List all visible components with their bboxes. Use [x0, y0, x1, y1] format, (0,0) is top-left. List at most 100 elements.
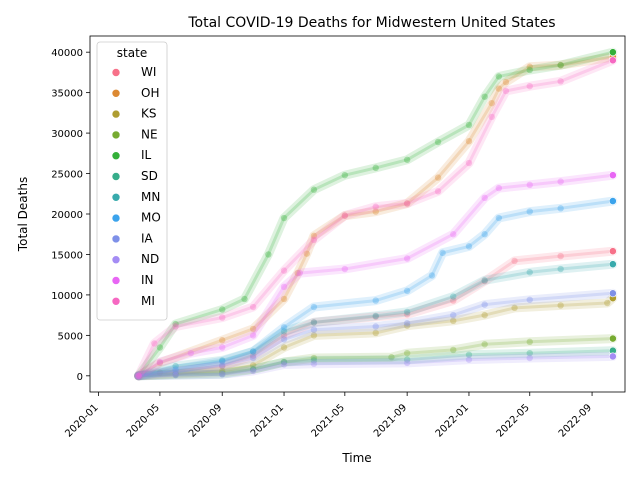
data-point-mn	[608, 260, 617, 269]
series-band-nd	[134, 351, 618, 381]
data-point-mi	[608, 56, 617, 65]
data-point-oh	[341, 212, 349, 219]
y-tick-label: 35000	[51, 89, 83, 100]
data-point-mi	[465, 159, 473, 167]
data-point-ne	[481, 341, 488, 348]
data-point-ks	[403, 322, 411, 329]
data-point-mo	[495, 214, 503, 222]
data-point-il	[372, 164, 379, 172]
data-point-mn	[310, 319, 318, 326]
data-point-ks	[372, 329, 379, 337]
data-point-ne	[219, 369, 226, 376]
data-point-ia	[280, 336, 288, 343]
data-point-mi	[280, 267, 288, 274]
data-point-il	[241, 295, 248, 303]
data-point-mn	[481, 277, 488, 284]
data-point-il	[403, 156, 411, 163]
series-core-ne	[137, 337, 615, 378]
y-tick-label: 10000	[51, 291, 83, 302]
data-point-mi	[172, 323, 179, 330]
legend-label-ia: IA	[141, 231, 154, 245]
legend-marker-in	[111, 276, 121, 285]
data-point-ia	[135, 372, 142, 380]
data-point-ne	[526, 338, 533, 346]
x-axis: 2020-01 2020-05 2020-09 2021-01 2021-05 2021-…	[63, 392, 594, 440]
data-point-in	[280, 283, 288, 291]
data-point-ia	[219, 362, 226, 369]
data-point-in	[495, 184, 503, 192]
data-point-ne	[310, 354, 318, 362]
data-point-mi	[151, 340, 158, 347]
x-tick-label: 2020-05	[125, 402, 162, 439]
legend: state WI OH KS NE IL SD MN MO IA ND IN MI	[96, 41, 168, 321]
data-point-mo	[280, 324, 288, 331]
data-point-mo	[557, 205, 564, 212]
data-point-oh	[310, 232, 318, 240]
plot-area	[89, 35, 626, 393]
legend-label-sd: SD	[141, 169, 158, 183]
data-point-mo	[172, 366, 179, 373]
data-point-ks	[557, 302, 564, 309]
data-point-oh	[156, 359, 164, 367]
data-point-sd	[526, 349, 533, 357]
data-point-ks	[249, 362, 257, 369]
data-point-ia	[172, 368, 179, 375]
data-point-nd	[172, 371, 179, 379]
data-point-mi	[135, 372, 142, 380]
legend-label-wi: WI	[141, 65, 156, 79]
x-tick-label: 2020-01	[63, 402, 100, 439]
y-tick-label: 5000	[58, 331, 83, 342]
data-point-mn	[557, 265, 564, 273]
data-point-il	[219, 306, 226, 313]
y-tick-label: 20000	[51, 210, 83, 221]
series-band-mi	[134, 55, 618, 381]
data-point-wi	[511, 257, 518, 265]
data-point-mo	[310, 303, 318, 311]
legend-marker-oh	[111, 89, 121, 98]
data-point-in	[526, 181, 533, 189]
data-point-mo	[439, 249, 446, 257]
series-band-oh	[134, 52, 618, 381]
y-tick-label: 40000	[51, 48, 83, 59]
smear-layer	[134, 47, 618, 381]
data-point-ks	[511, 304, 518, 312]
legend-marker-ks	[111, 109, 121, 119]
data-point-mo	[481, 231, 488, 238]
data-point-mn	[450, 293, 457, 300]
data-point-ne	[450, 346, 457, 354]
series-core-mo	[137, 199, 615, 378]
data-point-oh	[557, 61, 564, 69]
y-tick-label: 30000	[51, 129, 83, 140]
data-point-mn	[249, 348, 257, 355]
y-tick-label: 25000	[51, 170, 83, 181]
data-point-oh	[249, 325, 257, 333]
data-point-nd	[280, 361, 288, 368]
data-point-in	[403, 255, 411, 262]
data-point-wi	[219, 362, 226, 370]
series-core-ia	[137, 291, 615, 378]
data-point-ne	[249, 366, 257, 373]
data-point-wi	[135, 372, 142, 380]
data-point-ne	[388, 354, 395, 361]
data-point-il	[434, 138, 442, 146]
data-point-mo	[608, 197, 617, 205]
data-point-nd	[608, 352, 617, 361]
x-tick-label: 2022-01	[434, 402, 471, 439]
data-point-ia	[450, 311, 457, 319]
data-point-il	[557, 61, 564, 69]
data-point-mn	[403, 308, 411, 316]
data-point-sd	[280, 358, 288, 366]
data-point-mo	[526, 208, 533, 215]
legend-title: state	[117, 46, 147, 60]
data-point-mo	[372, 297, 379, 304]
data-point-il	[310, 186, 318, 193]
data-point-oh	[434, 174, 442, 181]
data-point-in	[249, 332, 257, 339]
data-point-il	[156, 344, 164, 351]
data-point-ks	[219, 367, 226, 375]
data-point-in	[219, 344, 226, 351]
data-point-il	[172, 320, 179, 328]
series-core-wi	[137, 249, 615, 378]
data-point-ia	[526, 296, 533, 303]
series-band-in	[134, 170, 618, 381]
